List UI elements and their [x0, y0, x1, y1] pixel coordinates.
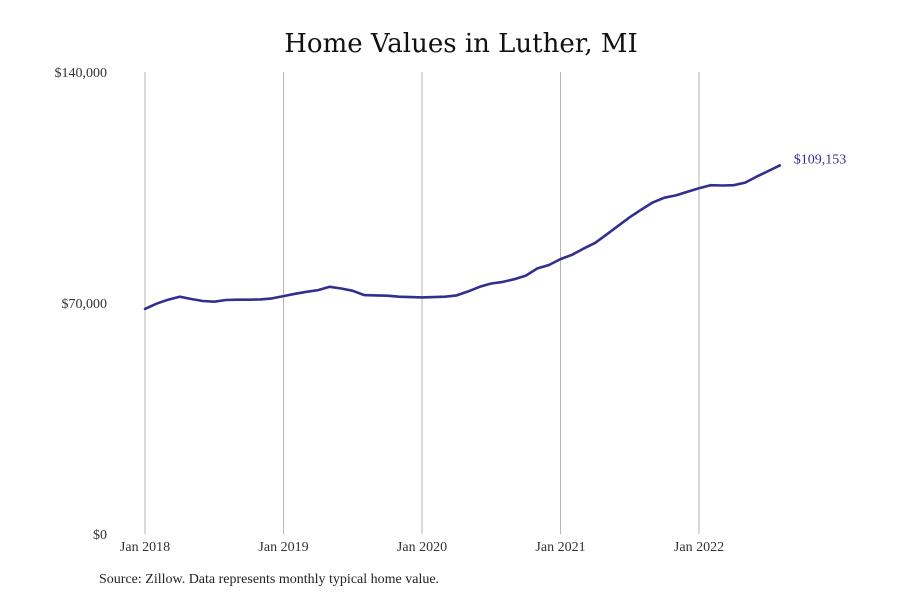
y-axis: $0 $70,000 $140,000 [55, 66, 108, 543]
x-tick-label: Jan 2021 [535, 540, 585, 555]
x-tick-label: Jan 2018 [120, 540, 170, 555]
x-tick-label: Jan 2020 [397, 540, 447, 555]
series-line [143, 164, 782, 311]
x-axis: Jan 2018 Jan 2019 Jan 2020 Jan 2021 Jan 2022 [120, 540, 724, 555]
x-tick-label: Jan 2022 [674, 540, 724, 555]
y-tick-label: $140,000 [55, 66, 108, 81]
gridlines [144, 72, 700, 534]
x-tick-label: Jan 2019 [258, 540, 308, 555]
end-value-label: $109,153 [794, 152, 847, 167]
series-group: $109,153 [143, 152, 847, 311]
chart-title: Home Values in Luther, MI [284, 29, 638, 59]
y-tick-label: $70,000 [62, 297, 108, 312]
y-tick-label: $0 [93, 528, 107, 543]
source-note: Source: Zillow. Data represents monthly … [99, 572, 440, 587]
